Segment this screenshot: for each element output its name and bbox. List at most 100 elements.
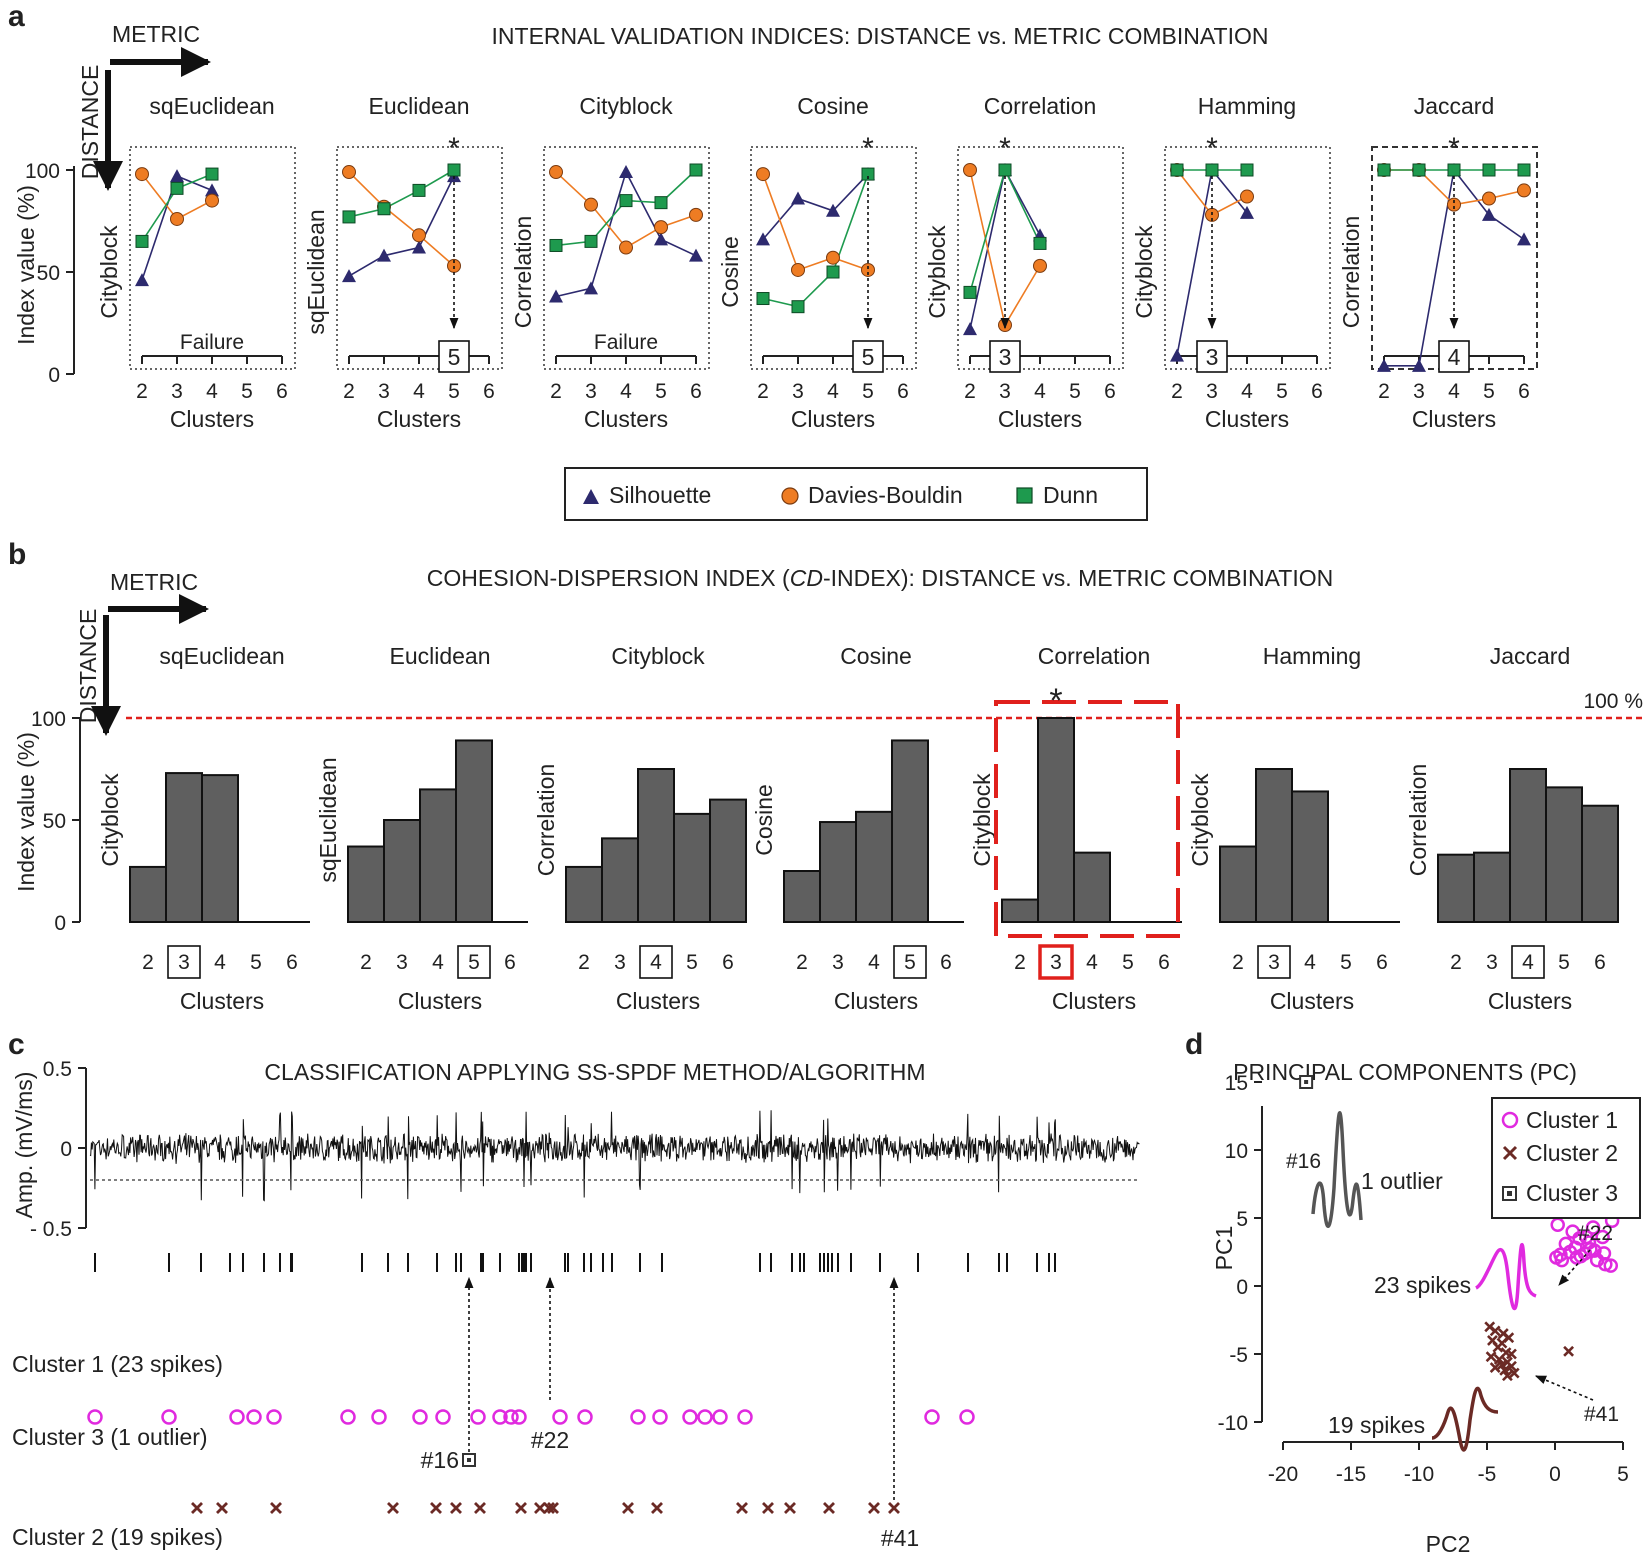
panel-b-ytick-label: 0 [54, 912, 66, 935]
x-tick-label: 3 [1206, 380, 1218, 403]
subplot-frame [1164, 146, 1331, 370]
x-tick-label: 4 [1522, 951, 1534, 974]
dunn-point [654, 196, 668, 210]
cluster1-spike [924, 1409, 940, 1425]
bar-cluster-4 [1073, 851, 1111, 924]
davies-bouldin-point [619, 240, 633, 255]
cluster1-point [1583, 1242, 1598, 1257]
subplot-frame [336, 146, 503, 370]
bar-cluster-5 [891, 739, 929, 923]
x-tick-label: 5 [1483, 380, 1495, 403]
legend-label-davies-bouldin: Davies-Bouldin [808, 482, 963, 508]
bar-cluster-3 [601, 837, 639, 923]
annotation-label-22: #22 [531, 1427, 569, 1453]
cluster2-spike [547, 1502, 559, 1514]
outlier-waveform [1311, 1111, 1363, 1228]
cluster1-spike [959, 1409, 975, 1425]
cluster2-row [191, 1502, 900, 1514]
panel-b-ylabel: Index value (%) [13, 732, 39, 892]
panel-b: b COHESION-DISPERSION INDEX (CD-INDEX): … [8, 538, 1646, 1014]
cluster1-spike [682, 1409, 698, 1425]
x-tick-label: 2 [964, 380, 976, 403]
subplot-sqeuclidean: sqEuclidean Cityblock 2 3 4 5 6 Clusters Failure [96, 93, 296, 432]
bar-cluster-4 [201, 774, 239, 923]
x-tick-label: 2 [1378, 380, 1390, 403]
metric-label: sqEuclidean [159, 643, 284, 669]
dunn-line [762, 173, 869, 308]
x-axis-label: Clusters [398, 988, 482, 1014]
dunn-point [963, 285, 977, 299]
metric-label: Cosine [797, 93, 869, 119]
dunn-point [584, 234, 598, 248]
silhouette-point [1240, 205, 1254, 219]
x-tick-label: 6 [483, 380, 495, 403]
silhouette-point [342, 269, 356, 283]
panel-d-letter: d [1185, 1028, 1203, 1061]
bar-subplot-euclidean: Euclidean sqEuclidean 2 3 4 5 6 Clusters [315, 643, 528, 1014]
panel-d-ytick-label: -10 [1218, 1412, 1248, 1435]
dunn-point [549, 238, 563, 252]
bar-subplot-hamming: Hamming Cityblock 2 3 4 5 6 Clusters [1187, 643, 1400, 1014]
x-tick-label: 2 [136, 380, 148, 403]
panel-a-ytick-label: 50 [37, 262, 60, 285]
failure-note: Failure [594, 331, 658, 354]
cluster1-spike [246, 1409, 262, 1425]
panel-d-title: PRINCIPAL COMPONENTS (PC) [1233, 1059, 1577, 1085]
x-tick-label: 2 [757, 380, 769, 403]
failure-note: Failure [180, 331, 244, 354]
bar-cluster-6 [1581, 804, 1619, 923]
silhouette-point [1517, 232, 1531, 246]
x-tick-label: 4 [827, 380, 839, 403]
davies-bouldin-point [654, 220, 668, 235]
best-box [893, 945, 927, 979]
cluster2-spike [823, 1502, 835, 1514]
cluster2-count-label: 19 spikes [1328, 1412, 1425, 1438]
best-asterisk: * [448, 132, 460, 165]
best-box [1511, 945, 1545, 979]
bar-cluster-3 [1255, 768, 1293, 923]
panel-d-labels: 1 outlier 23 spikes 19 spikes #16 #22 #41 [1286, 1150, 1619, 1438]
panel-d-points [1299, 1075, 1620, 1382]
x-tick-label: 5 [1558, 951, 1570, 974]
legend-marker-cluster2 [1502, 1145, 1518, 1161]
x-tick-label: 6 [504, 951, 516, 974]
silhouette-point [584, 281, 598, 295]
x-tick-label: 4 [413, 380, 425, 403]
x-axis-label: Clusters [616, 988, 700, 1014]
best-cluster-label: 3 [1206, 344, 1219, 370]
x-tick-label: 4 [868, 951, 880, 974]
davies-bouldin-point [861, 262, 875, 277]
cluster1-point [1549, 1250, 1564, 1265]
legend-marker-dunn [1016, 487, 1033, 504]
panel-c-title: CLASSIFICATION APPLYING SS-SPDF METHOD/A… [264, 1059, 925, 1085]
bar-cluster-5 [455, 739, 493, 923]
x-tick-label: 3 [1486, 951, 1498, 974]
dunn-point [377, 202, 391, 216]
distance-label: sqEuclidean [315, 757, 341, 882]
dunn-point [791, 300, 805, 314]
best-box [457, 945, 491, 979]
dunn-point [1482, 163, 1496, 177]
x-tick-label: 2 [1232, 951, 1244, 974]
bar-cluster-4 [419, 788, 457, 924]
bar-subplot-correlation: Correlation Cityblock 2 3 4 5 6 Clusters * [969, 643, 1182, 1014]
silhouette-point [826, 203, 840, 217]
panel-b-title: COHESION-DISPERSION INDEX (CD-INDEX): DI… [427, 565, 1333, 591]
davies-bouldin-point [791, 262, 805, 277]
distance-label: Cityblock [969, 773, 995, 867]
panel-d-xtick-label: 5 [1617, 1463, 1629, 1486]
cluster1-spike [630, 1409, 646, 1425]
cluster1-spike [577, 1409, 593, 1425]
best-asterisk: * [999, 132, 1011, 165]
x-tick-label: 6 [690, 380, 702, 403]
bar-subplot-jaccard: Jaccard Correlation 2 3 4 5 6 Clusters [1405, 643, 1619, 1014]
arrow-22 [1558, 1249, 1591, 1286]
cluster2-spike [270, 1502, 282, 1514]
dunn-point [135, 234, 149, 248]
cluster3-row-label: Cluster 3 (1 outlier) [12, 1424, 208, 1450]
cluster2-spike [474, 1502, 486, 1514]
cluster2-point [1563, 1345, 1575, 1357]
cluster2-point [1499, 1364, 1511, 1376]
legend-label-dunn: Dunn [1043, 482, 1098, 508]
